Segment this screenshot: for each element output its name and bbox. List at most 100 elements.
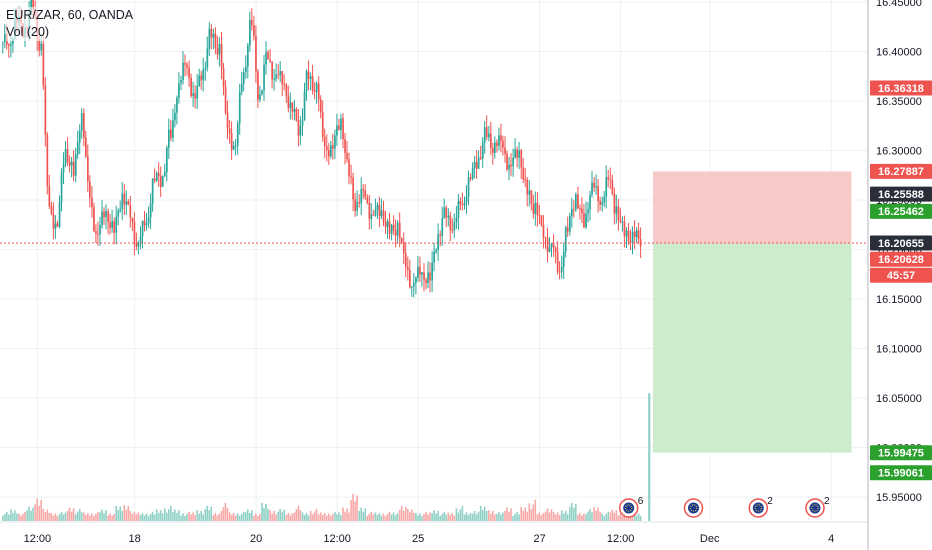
volume-bar xyxy=(245,512,247,521)
candle-body xyxy=(68,162,71,166)
volume-bar xyxy=(611,509,614,521)
candle-body xyxy=(615,206,618,214)
volume-bar xyxy=(198,513,200,521)
x-tick-label: Dec xyxy=(700,533,720,545)
volume-bar xyxy=(172,512,174,521)
volume-bar xyxy=(60,511,63,521)
volume-bar xyxy=(564,510,567,521)
candle-body xyxy=(635,230,638,237)
volume-bar xyxy=(492,510,494,521)
candle-body xyxy=(411,286,413,288)
candle-body xyxy=(577,194,579,209)
volume-bar xyxy=(360,507,362,521)
stop-loss-zone[interactable] xyxy=(653,171,852,244)
volume-bar xyxy=(277,511,279,521)
candle-body xyxy=(332,145,334,149)
volume-bar xyxy=(78,508,81,521)
candle-body xyxy=(247,45,249,67)
candle-body xyxy=(226,112,229,129)
volume-bar xyxy=(439,515,441,521)
volume-bar xyxy=(429,512,431,521)
volume-bar xyxy=(188,511,190,521)
candle-body xyxy=(186,64,188,68)
candle-body xyxy=(467,177,470,198)
candle-body xyxy=(265,52,267,65)
candle-body xyxy=(631,231,634,243)
volume-bar xyxy=(137,512,140,521)
volume-bar xyxy=(275,514,277,521)
candle-body xyxy=(554,247,557,253)
volume-bar xyxy=(494,514,496,521)
volume-bar xyxy=(42,508,45,521)
volume-bar xyxy=(161,513,164,521)
volume-bar xyxy=(471,513,474,521)
volume-bar xyxy=(421,515,423,521)
candle-body xyxy=(283,84,286,86)
candle-body xyxy=(402,242,405,254)
symbol-title[interactable]: EUR/ZAR, 60, OANDA xyxy=(6,8,134,22)
volume-bar xyxy=(265,503,267,521)
candle-body xyxy=(473,161,476,168)
volume-bar xyxy=(50,512,53,521)
candle-body xyxy=(188,67,190,78)
candle-body xyxy=(311,76,314,91)
volume-bar xyxy=(469,512,472,521)
candle-body xyxy=(93,207,95,232)
flag-icon xyxy=(752,502,764,514)
take-profit-zone[interactable] xyxy=(653,243,852,453)
volume-bar xyxy=(285,514,288,521)
volume-bar xyxy=(62,514,65,521)
volume-bar xyxy=(342,507,344,521)
volume-bar xyxy=(6,511,8,521)
candle-body xyxy=(172,120,174,138)
candle-body xyxy=(279,71,282,76)
volume-bar xyxy=(449,514,452,521)
volume-indicator-label[interactable]: Vol (20) xyxy=(6,25,50,39)
candle-body xyxy=(354,199,356,211)
volume-bar xyxy=(437,510,439,521)
volume-bar xyxy=(295,509,298,521)
y-tick-label: 16.15000 xyxy=(876,294,922,306)
candle-body xyxy=(417,266,419,278)
candle-body xyxy=(382,210,385,223)
volume-bar xyxy=(228,512,231,521)
volume-bar xyxy=(609,512,612,521)
volume-bar xyxy=(326,515,328,521)
candle-body xyxy=(571,209,573,216)
candle-body xyxy=(168,129,170,148)
event-count: 6 xyxy=(638,496,644,507)
volume-bar xyxy=(319,512,322,521)
candle-body xyxy=(528,190,531,195)
volume-bar xyxy=(504,510,506,521)
volume-bar xyxy=(80,512,83,521)
x-tick-label: 20 xyxy=(250,533,262,545)
volume-bar xyxy=(263,507,265,521)
stars-icon xyxy=(811,504,819,512)
volume-bar xyxy=(447,512,450,521)
price-badge-label: 16.25462 xyxy=(878,206,924,218)
candle-body xyxy=(637,230,640,240)
candle-body xyxy=(198,75,201,86)
volume-bar xyxy=(415,512,417,521)
candle-body xyxy=(536,202,539,216)
candle-body xyxy=(307,71,310,79)
candle-body xyxy=(103,211,105,218)
volume-bar xyxy=(119,506,121,521)
price-badge-label: 16.20655 xyxy=(878,238,924,250)
candle-body xyxy=(46,134,49,187)
candle-body xyxy=(550,243,553,248)
volume-bar xyxy=(210,506,213,521)
volume-bar xyxy=(182,513,184,521)
candle-body xyxy=(4,34,6,42)
candle-body xyxy=(404,253,407,268)
volume-bar xyxy=(579,512,581,521)
volume-bar xyxy=(68,507,71,521)
volume-bar xyxy=(93,515,95,521)
candle-body xyxy=(394,230,397,236)
volume-bar xyxy=(398,509,401,521)
volume-bar xyxy=(48,512,51,521)
price-badge xyxy=(870,163,932,179)
volume-bar xyxy=(30,510,32,521)
